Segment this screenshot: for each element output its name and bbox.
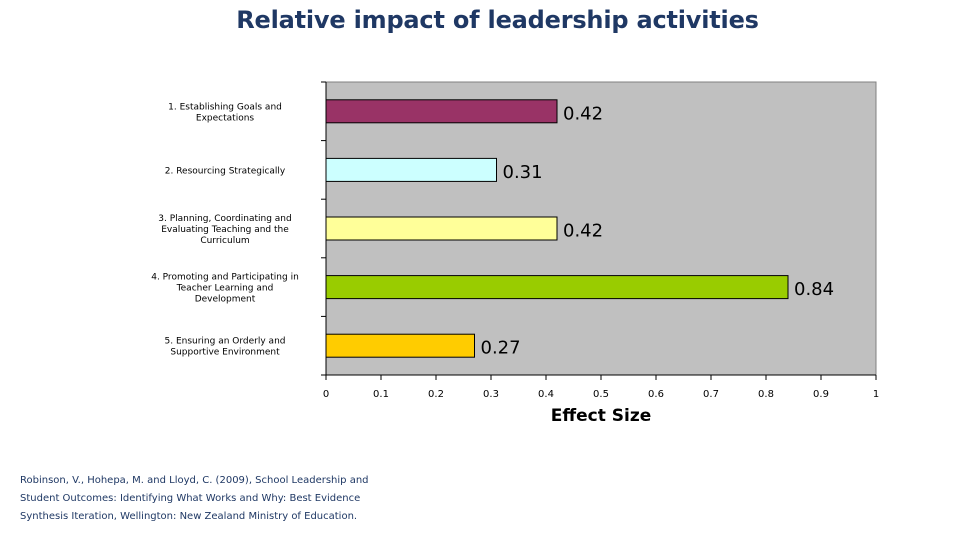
data-label: 0.42 <box>563 221 603 242</box>
x-tick-label: 0.4 <box>538 389 554 400</box>
citation-line: Student Outcomes: Identifying What Works… <box>20 493 361 504</box>
x-tick-label: 0.9 <box>813 389 829 400</box>
category-label: 2. Resourcing Strategically <box>165 166 286 176</box>
x-tick-label: 0.3 <box>483 389 499 400</box>
category-label-line: Evaluating Teaching and the <box>161 225 289 235</box>
category-label-line: 3. Planning, Coordinating and <box>158 214 291 224</box>
x-tick-label: 0.6 <box>648 389 664 400</box>
category-label: 4. Promoting and Participating in Teacher… <box>151 273 299 305</box>
x-axis-label: Effect Size <box>551 406 652 426</box>
citation: Robinson, V., Hohepa, M. and Lloyd, C. (… <box>20 472 420 526</box>
x-tick-label: 0.7 <box>703 389 719 400</box>
x-tick-label: 0.5 <box>593 389 609 400</box>
x-tick-label: 0 <box>323 389 329 400</box>
x-tick-label: 1 <box>873 389 879 400</box>
data-label: 0.31 <box>503 162 543 183</box>
category-label-line: Expectations <box>196 113 254 123</box>
category-label-line: Teacher Learning and <box>176 284 274 294</box>
category-label: 1. Establishing Goals and Expectations <box>168 102 282 123</box>
data-label: 0.42 <box>563 103 603 124</box>
data-label: 0.84 <box>794 279 834 300</box>
citation-line: Robinson, V., Hohepa, M. and Lloyd, C. (… <box>20 475 369 486</box>
category-label-line: 4. Promoting and Participating in <box>151 273 299 283</box>
bar <box>325 275 789 300</box>
x-tick-label: 0.2 <box>428 389 444 400</box>
chart-title: Relative impact of leadership activities <box>236 6 759 34</box>
category-label-line: 5. Ensuring an Orderly and <box>165 337 286 347</box>
bar <box>325 216 558 241</box>
category-label-line: 1. Establishing Goals and <box>168 102 282 112</box>
category-label-line: Development <box>195 295 256 305</box>
category-label: 5. Ensuring an Orderly and Supportive Env… <box>165 337 286 358</box>
bar <box>325 99 558 124</box>
category-label-line: Supportive Environment <box>170 348 280 358</box>
data-label: 0.27 <box>481 338 521 359</box>
citation-line: Synthesis Iteration, Wellington: New Zea… <box>20 511 358 522</box>
bar <box>325 157 497 182</box>
category-label-line: 2. Resourcing Strategically <box>165 166 286 176</box>
bar <box>325 333 475 358</box>
category-label: 3. Planning, Coordinating and Evaluating … <box>158 214 291 246</box>
category-label-line: Curriculum <box>200 236 249 246</box>
x-tick-label: 0.8 <box>758 389 774 400</box>
x-tick-label: 0.1 <box>373 389 389 400</box>
